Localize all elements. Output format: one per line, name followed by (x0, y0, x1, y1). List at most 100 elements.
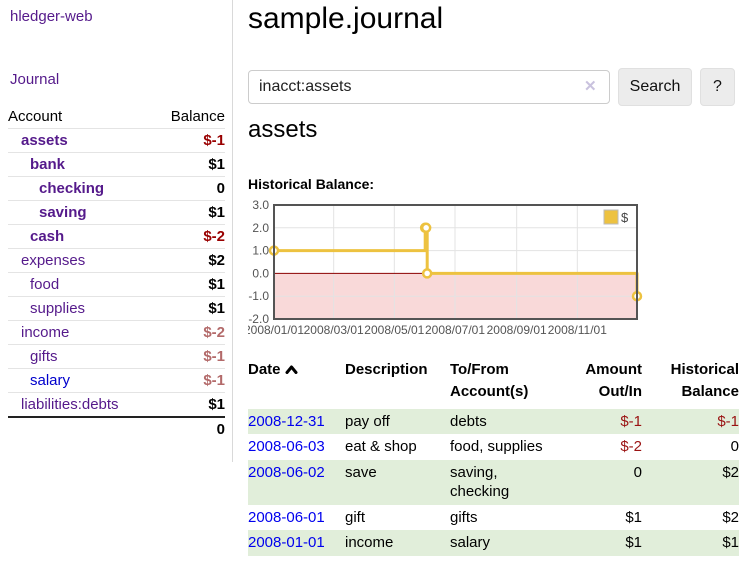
amount-cell: $1 (625, 508, 642, 526)
account-link[interactable]: food (30, 276, 60, 293)
svg-text:-2.0: -2.0 (248, 312, 269, 326)
account-name-cell: assets (8, 129, 154, 153)
account-row: income $-2 (8, 320, 225, 345)
account-balance: $1 (208, 156, 225, 173)
accounts-header-account: Account (8, 108, 63, 125)
chart-title-label: Historical Balance: (248, 176, 375, 192)
account-row: expenses $2 (8, 248, 225, 273)
description-cell: eat & shop (345, 438, 417, 455)
accounts-cell: saving, checking (450, 463, 510, 501)
column-header: Amount Out/In (560, 357, 642, 409)
transaction-date-link[interactable]: 2008-01-01 (248, 534, 325, 551)
help-button[interactable]: ? (700, 68, 735, 106)
account-row: assets $-1 (8, 128, 225, 153)
account-name-cell: cash (8, 225, 154, 249)
account-link[interactable]: salary (30, 372, 71, 389)
historical-balance-chart[interactable]: $3.0 2.0 1.0 0.0 -1.0 -2.0 2008/01/01 2008/03/0… (244, 198, 742, 348)
date-cell: 2008-06-03 (248, 434, 345, 460)
register-table: Date Description To/From Account(s) Amount Ou… (248, 357, 739, 556)
date-cell: 2008-01-01 (248, 530, 345, 556)
account-row: gifts $-1 (8, 344, 225, 369)
main-content: sample.journal ✕ Search ? assets Histori… (244, 0, 742, 582)
account-link[interactable]: bank (30, 156, 66, 173)
account-link[interactable]: gifts (30, 348, 58, 365)
description-cell: gift (345, 508, 366, 526)
account-link[interactable]: expenses (21, 252, 86, 269)
sidebar-item-journal[interactable]: Journal (10, 71, 60, 88)
accounts-cell: food, supplies (450, 438, 543, 455)
register-row: 2008-06-03 eat & shop food, supplies $-2 0 (248, 434, 739, 460)
transaction-date-link[interactable]: 2008-12-31 (248, 412, 325, 430)
column-header-label: Description (345, 361, 428, 378)
column-header: Historical Balance (642, 357, 739, 409)
search-input[interactable] (248, 70, 610, 104)
accounts-total-row: 0 (8, 417, 225, 441)
svg-text:2008/03/01: 2008/03/01 (304, 323, 364, 337)
column-header-label: Amount Out/In (585, 361, 642, 400)
transaction-date-link[interactable]: 2008-06-02 (248, 463, 325, 481)
svg-text:2008/11/01: 2008/11/01 (548, 323, 607, 337)
accounts-cell: gifts (450, 508, 478, 526)
account-link[interactable]: supplies (30, 300, 86, 317)
account-balance: $1 (208, 300, 225, 317)
balance-cell: $2 (722, 463, 739, 481)
accounts-total-value: 0 (216, 421, 225, 438)
search-form: ✕ Search ? (248, 66, 742, 106)
description-cell: pay off (345, 412, 390, 430)
accounts-total-spacer (8, 417, 154, 441)
transaction-date-link[interactable]: 2008-06-03 (248, 438, 325, 455)
svg-text:0.0: 0.0 (252, 266, 269, 280)
account-balance: $-1 (203, 132, 225, 149)
svg-text:2.0: 2.0 (252, 221, 269, 235)
account-row: liabilities:debts $1 (8, 392, 225, 418)
account-link[interactable]: liabilities:debts (21, 396, 119, 413)
app-title-link[interactable]: hledger-web (10, 8, 93, 25)
balance-cell: 0 (730, 438, 739, 455)
column-header[interactable]: Date (248, 357, 345, 409)
clear-search-icon[interactable]: ✕ (584, 78, 597, 95)
account-row: saving $1 (8, 200, 225, 225)
accounts-cell: debts (450, 412, 487, 430)
account-balance: $1 (208, 204, 225, 221)
account-balance: 0 (216, 180, 225, 197)
description-cell: save (345, 463, 377, 481)
account-name-cell: expenses (8, 249, 154, 273)
amount-cell: $-2 (620, 438, 642, 455)
account-name-cell: income (8, 321, 154, 345)
account-link[interactable]: income (21, 324, 70, 341)
register-header-row: Date Description To/From Account(s) Amount Ou… (248, 357, 739, 409)
svg-text:2008/09/01: 2008/09/01 (487, 323, 547, 337)
accounts-cell: salary (450, 534, 491, 551)
column-header-label: Date (248, 361, 281, 378)
transaction-date-link[interactable]: 2008-06-01 (248, 508, 325, 526)
account-row: food $1 (8, 272, 225, 297)
account-link[interactable]: cash (30, 228, 65, 245)
account-balance: $-1 (203, 348, 225, 365)
date-cell: 2008-06-01 (248, 505, 345, 531)
account-balance: $-2 (203, 324, 225, 341)
search-button[interactable]: Search (618, 68, 692, 106)
account-link[interactable]: assets (21, 132, 68, 149)
account-name-cell: saving (8, 201, 154, 225)
column-header: Description (345, 357, 450, 409)
register-row: 2008-06-02 save saving, checking 0 $2 (248, 459, 739, 505)
account-rows: assets $-1 bank $1 checking 0 saving $1 cash $-2 e… (8, 128, 225, 418)
sort-ascending-icon (285, 365, 298, 374)
svg-text:3.0: 3.0 (252, 198, 269, 212)
account-link[interactable]: checking (39, 180, 105, 197)
balance-cell: $2 (722, 508, 739, 526)
amount-cell: 0 (633, 463, 642, 481)
account-row: checking 0 (8, 176, 225, 201)
account-name-cell: salary (8, 369, 154, 393)
account-balance: $1 (208, 276, 225, 293)
amount-cell: $-1 (620, 412, 642, 430)
column-header-label: Historical Balance (670, 361, 739, 400)
page-title: sample.journal (248, 2, 444, 35)
account-balance: $1 (208, 396, 225, 413)
column-header: To/From Account(s) (450, 357, 560, 409)
account-link[interactable]: saving (39, 204, 87, 221)
account-balance: $-1 (203, 372, 225, 389)
account-row: supplies $1 (8, 296, 225, 321)
svg-text:2008/07/01: 2008/07/01 (425, 323, 485, 337)
